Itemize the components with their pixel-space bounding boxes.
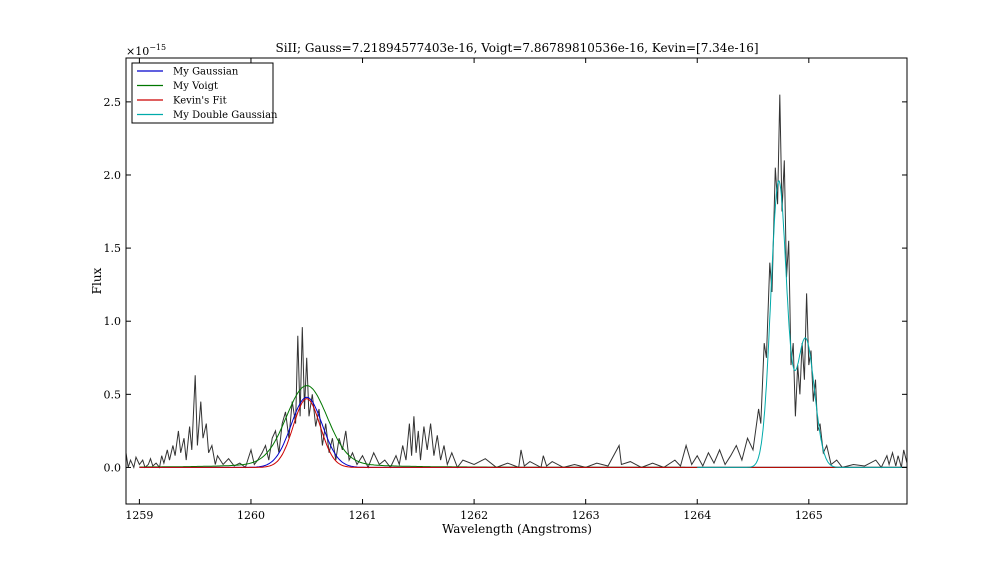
series-line-my-voigt: [139, 385, 907, 468]
series-layer: [126, 94, 907, 469]
x-tick-label: 1259: [125, 509, 153, 522]
y-tick-label: 2.5: [104, 96, 122, 109]
series-line-kevin-s-fit: [139, 398, 907, 468]
chart-title: SiII; Gauss=7.21894577403e-16, Voigt=7.8…: [275, 41, 758, 55]
x-tick-label: 1265: [795, 509, 823, 522]
y-scale-label: ×10−15: [126, 43, 166, 58]
y-tick-label: 1.5: [104, 242, 122, 255]
plot-frame: [125, 57, 908, 505]
y-tick-label: 1.0: [104, 315, 122, 328]
x-tick-label: 1262: [460, 509, 488, 522]
legend-label: My Voigt: [173, 81, 218, 92]
tick-layer: 1259 1260 1261 1262 1263 1264 1265 0.0 0.5 1.0 1.5…: [104, 58, 907, 522]
observed-spectrum-line: [126, 94, 907, 469]
legend-label: My Double Gaussian: [173, 110, 278, 121]
legend: My Gaussian My Voigt Kevin's Fit My Double …: [131, 62, 278, 124]
legend-box: [131, 62, 274, 124]
x-axis-label: Wavelength (Angstroms): [442, 522, 592, 536]
x-tick-label: 1263: [572, 509, 600, 522]
y-tick-label: 2.0: [104, 169, 122, 182]
legend-label: Kevin's Fit: [173, 96, 227, 107]
legend-label: My Gaussian: [173, 67, 239, 78]
y-tick-label: 0.5: [104, 388, 122, 401]
x-tick-label: 1261: [349, 509, 377, 522]
series-line-my-gaussian: [139, 396, 907, 468]
x-tick-label: 1260: [237, 509, 265, 522]
y-axis-label: Flux: [90, 267, 104, 294]
x-tick-label: 1264: [683, 509, 711, 522]
y-tick-label: 0.0: [104, 461, 122, 474]
series-line-my-double-gaussian: [697, 180, 907, 468]
